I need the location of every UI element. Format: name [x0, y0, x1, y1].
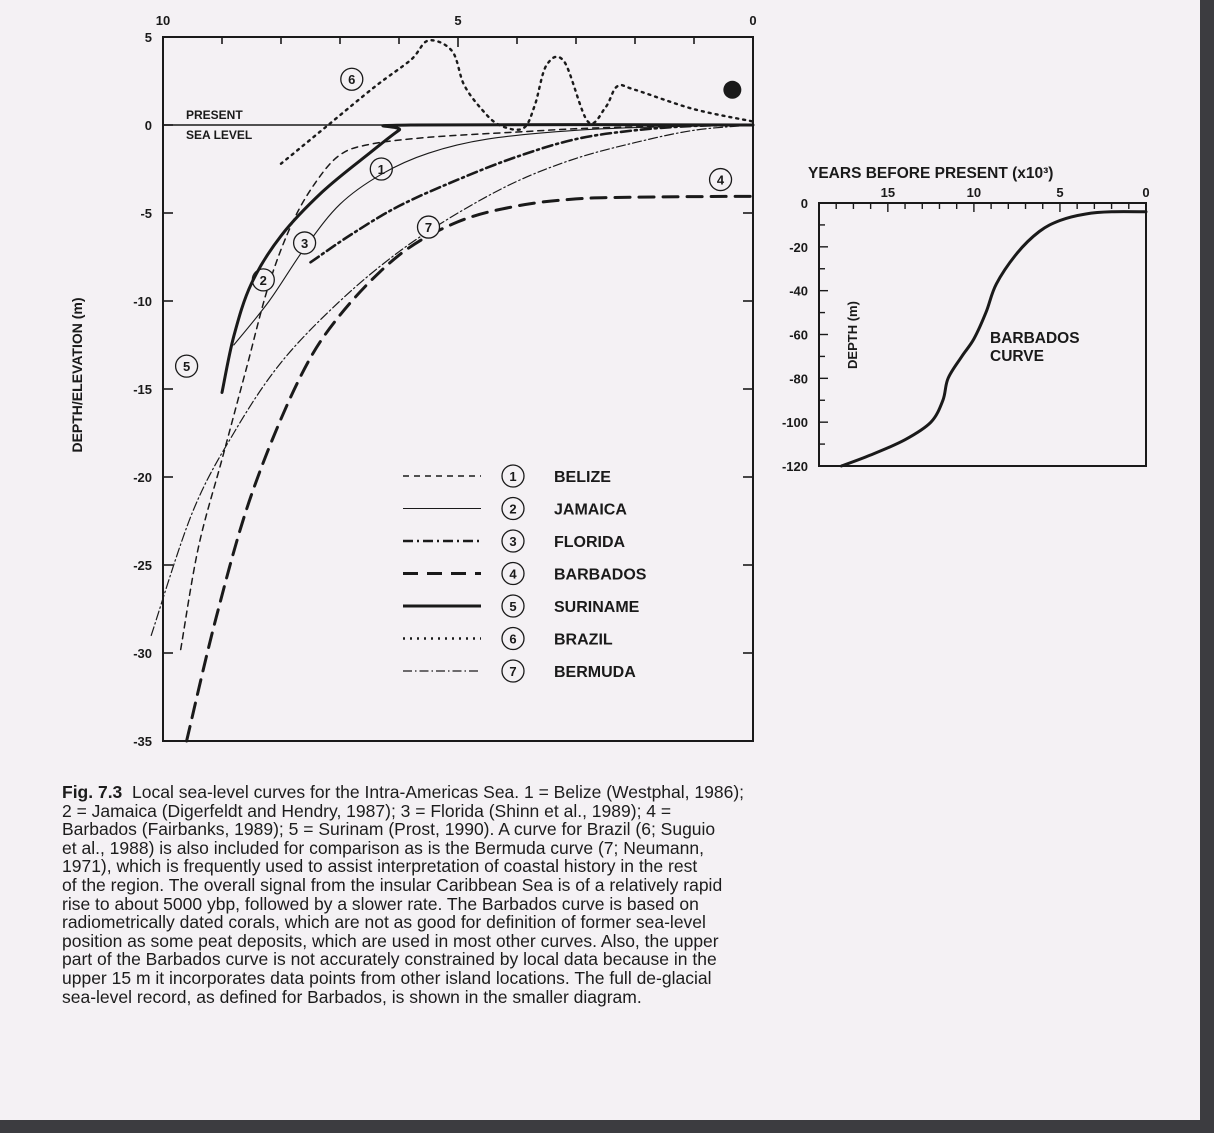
figure-caption: Fig. 7.3 Local sea-level curves for the …: [62, 783, 1152, 1006]
series-marker-circle-bermuda: [416, 215, 441, 239]
inset-x-tick-label: 10: [967, 185, 981, 200]
legend-number-circle: [501, 561, 525, 586]
main-y-tick-label: -25: [133, 558, 152, 573]
legend-label: JAMAICA: [554, 502, 627, 519]
series-line-brazil: [279, 39, 755, 165]
legend-number: 2: [509, 502, 516, 517]
series-number-label: 6: [348, 72, 355, 87]
inset-y-axis-label: DEPTH (m): [845, 301, 860, 369]
caption-line: Barbados (Fairbanks, 1989); 5 = Surinam …: [62, 819, 716, 840]
series-number-label: 5: [183, 359, 190, 374]
legend-label: SURINAME: [554, 599, 640, 616]
black-dot-marker: [723, 80, 742, 99]
series-number-label: 3: [301, 236, 308, 251]
legend-number-circle: [501, 464, 525, 488]
legend-number: 1: [509, 469, 516, 484]
series-marker-circle-florida: [292, 231, 317, 255]
legend-number-circle: [501, 594, 525, 618]
main-chart: 10 5 0 5 0 -5 -10 -15 -20 -25 -30 -35 DEPTH/ELEVATIO…: [69, 13, 757, 749]
main-y-tick-label: 5: [145, 30, 152, 45]
legend-number: 7: [509, 664, 516, 679]
legend-number-circle: [501, 659, 525, 683]
caption-line: radiometrically dated corals, which are …: [62, 912, 706, 933]
series-number-label: 1: [378, 162, 385, 177]
main-y-tick-label: -20: [133, 470, 152, 485]
main-y-tick-label: -35: [133, 734, 152, 749]
legend-label: FLORIDA: [554, 534, 626, 551]
main-y-tick-label: -15: [133, 382, 152, 397]
legend-number-circle: [501, 626, 525, 651]
inset-plot-frame: [818, 202, 1147, 467]
series-number-label: 2: [260, 273, 267, 288]
series-line-florida: [309, 123, 755, 264]
inset-curve-label-line1: BARBADOS: [990, 330, 1080, 347]
main-y-axis-label: DEPTH/ELEVATION (m): [69, 297, 85, 452]
inset-y-tick-label: -80: [789, 371, 808, 386]
series-marker-circle-suriname: [174, 354, 199, 378]
main-y-tick-label: -30: [133, 646, 152, 661]
series-marker-circle-barbados: [708, 167, 733, 192]
main-x-tick-label: 10: [156, 13, 170, 28]
inset-title: YEARS BEFORE PRESENT (x10³): [808, 165, 1053, 182]
main-y-tick-label: -10: [133, 294, 152, 309]
barbados-curve-line: [839, 210, 1148, 468]
figure: 10 5 050-5-10-15-20-25-30-35DEPTH/ELEVATIO…: [69, 13, 1150, 749]
inset-y-tick-label: -20: [789, 240, 808, 255]
series-line-suriname: [220, 123, 755, 394]
series-number-label: 4: [717, 173, 725, 188]
inset-y-tick-label: -120: [782, 459, 808, 474]
legend-number: 5: [509, 599, 516, 614]
caption-figure-label: Fig. 7.3: [62, 782, 123, 802]
inset-y-tick-label: -40: [789, 284, 808, 299]
sea-level-label-line2: SEA LEVEL: [186, 128, 252, 142]
caption-line: part of the Barbados curve is not accura…: [62, 949, 717, 970]
legend-label: BELIZE: [554, 469, 611, 486]
caption-line: sea-level record, as defined for Barbado…: [62, 986, 642, 1007]
caption-line: upper 15 m it incorporates data points f…: [62, 967, 712, 988]
series-line-jamaica: [233, 124, 754, 346]
legend-number-circle: [501, 529, 525, 553]
caption-line: Local sea-level curves for the Intra-Ame…: [132, 782, 745, 802]
caption-line: 2 = Jamaica (Digerfeldt and Hendry, 1987…: [62, 800, 672, 821]
caption-line: of the region. The overall signal from t…: [62, 874, 723, 895]
inset-y-tick-label: 0: [801, 196, 808, 211]
series-line-bermuda: [150, 124, 754, 636]
sea-level-label-line1: PRESENT: [186, 108, 243, 122]
legend-label: BARBADOS: [554, 567, 647, 584]
series-line-belize: [179, 124, 754, 651]
caption-line: rise to about 5000 ybp, followed by a sl…: [62, 893, 699, 914]
legend-number: 6: [509, 632, 516, 647]
caption-line: et al., 1988) is also included for compa…: [62, 837, 704, 858]
main-x-tick-label: 0: [749, 13, 756, 28]
caption-line: position as some peat deposits, which ar…: [62, 930, 719, 951]
inset-curve-label-line2: CURVE: [990, 348, 1044, 365]
main-y-tick-label: 0: [145, 118, 152, 133]
series-line-barbados: [185, 194, 755, 743]
inset-y-tick-label: -60: [789, 328, 808, 343]
inset-y-tick-label: -100: [782, 415, 808, 430]
slide: 10 5 0 5 0 -5 -10 -15 -20 -25 -30 -35 DEPTH/ELEVATIO…: [0, 0, 1200, 1120]
inset-x-tick-label: 15: [881, 185, 895, 200]
series-marker-circle-brazil: [340, 67, 364, 91]
main-plot-frame: [162, 36, 754, 742]
inset-chart: YEARS BEFORE PRESENT (x10³) 15 10 5 0 0 -20 -40…: [782, 165, 1150, 474]
main-x-tick-label: 5: [454, 13, 461, 28]
legend-number: 3: [509, 534, 516, 549]
legend-number-circle: [501, 496, 525, 521]
inset-x-tick-label: 5: [1056, 185, 1063, 200]
legend-label: BERMUDA: [554, 664, 636, 681]
series-number-label: 7: [425, 220, 432, 235]
legend-label: BRAZIL: [554, 632, 613, 649]
caption-line: 1971), which is frequently used to assis…: [62, 856, 698, 877]
inset-x-tick-label: 0: [1142, 185, 1149, 200]
main-y-tick-label: -5: [140, 206, 152, 221]
series-marker-circle-belize: [369, 157, 393, 181]
legend-number: 4: [509, 567, 517, 582]
